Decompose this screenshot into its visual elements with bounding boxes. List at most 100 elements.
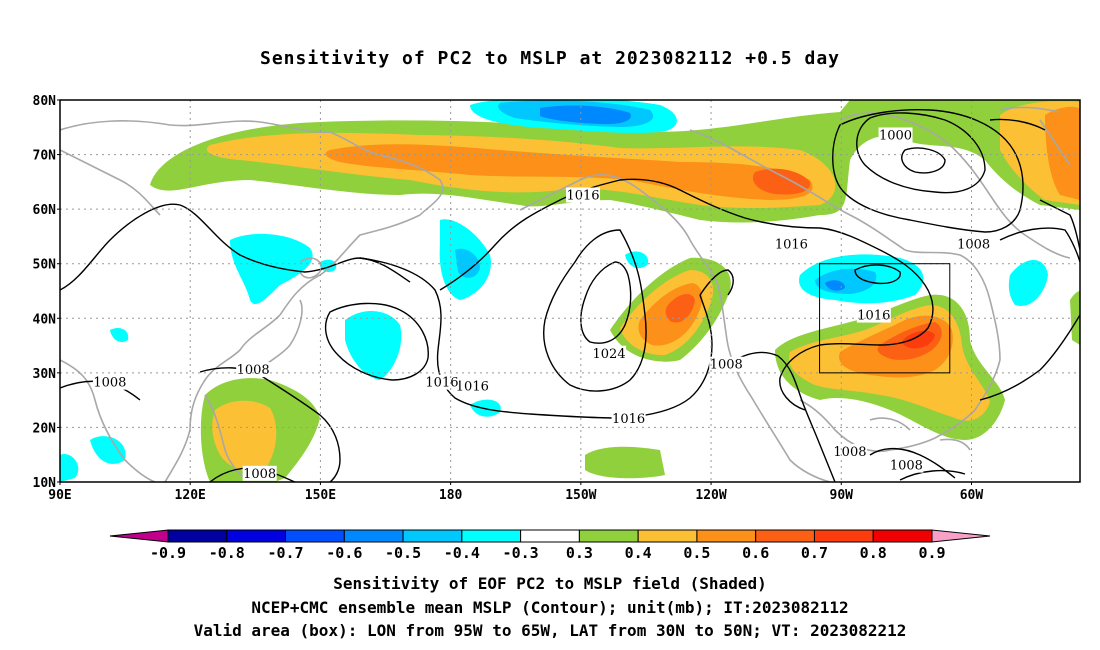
map-title: Sensitivity of PC2 to MSLP at 2023082112… bbox=[259, 48, 840, 69]
colorbar-label: -0.8 bbox=[209, 544, 245, 562]
colorbar-label: -0.9 bbox=[150, 544, 186, 562]
colorbar-label: 0.9 bbox=[918, 544, 945, 562]
contour-label-bg bbox=[92, 374, 127, 390]
shade-cyan-siberia bbox=[230, 233, 313, 305]
contour-label: 1008 bbox=[957, 238, 990, 253]
shade-darkorange-arctic-band bbox=[752, 168, 811, 195]
contour-label: 1008 bbox=[237, 363, 270, 378]
contour-label: 1016 bbox=[566, 189, 599, 204]
shade-cyan-kuril bbox=[345, 310, 402, 380]
shade-yellow-philippine-sea bbox=[212, 400, 277, 472]
shade-cyan-small-4 bbox=[60, 454, 79, 482]
lat-tick-label: 70N bbox=[33, 149, 57, 164]
colorbar-swatch bbox=[520, 529, 580, 543]
colorbar-swatch bbox=[637, 529, 698, 543]
contour-label: 1016 bbox=[425, 376, 458, 391]
shade-cyan-small-1 bbox=[110, 328, 129, 342]
colorbar-high-end bbox=[931, 529, 991, 543]
contour-high-inner bbox=[580, 261, 632, 344]
caption-line-2: NCEP+CMC ensemble mean MSLP (Contour); u… bbox=[251, 598, 849, 617]
lat-tick-label: 30N bbox=[33, 367, 57, 382]
contour-1008-east bbox=[999, 227, 1080, 263]
contour-labels: 1016101610001008102410081016101610161016… bbox=[92, 127, 991, 482]
contour-label-bg bbox=[592, 345, 627, 361]
colorbar-swatch bbox=[696, 529, 757, 543]
colorbar-label: 0.8 bbox=[860, 544, 887, 562]
contour-label-bg bbox=[455, 378, 490, 394]
colorbar-label: -0.5 bbox=[385, 544, 421, 562]
colorbar-low-end bbox=[109, 529, 169, 543]
lat-tick-label: 40N bbox=[33, 312, 57, 327]
lon-tick-label: 120E bbox=[175, 488, 206, 503]
contour-1016-west bbox=[60, 203, 411, 291]
lon-tick-label: 90E bbox=[48, 488, 71, 503]
contour-label: 1008 bbox=[710, 358, 743, 373]
colorbar-swatch bbox=[813, 529, 874, 543]
longitude-labels: 90E 120E 150E 180 150W 120W 90W 60W bbox=[48, 482, 983, 503]
contour-arctic-low-2 bbox=[989, 118, 1046, 131]
colorbar: -0.9 -0.8 -0.7 -0.6 -0.5 -0.4 -0.3 0.3 0.4 0.5 0.6… bbox=[109, 529, 991, 562]
contour-great-lakes-low bbox=[854, 264, 901, 285]
colorbar-label: 0.3 bbox=[566, 544, 593, 562]
caption-line-1: Sensitivity of EOF PC2 to MSLP field (Sh… bbox=[333, 574, 767, 593]
valid-area-box bbox=[819, 263, 951, 374]
contour-label-bg bbox=[236, 362, 271, 378]
colorbar-label: 0.6 bbox=[742, 544, 769, 562]
plot-frame bbox=[59, 99, 1081, 483]
contour-label: 1000 bbox=[879, 128, 912, 143]
colorbar-swatch bbox=[167, 529, 228, 543]
contour-1008-atlantic bbox=[979, 314, 1080, 401]
colorbar-swatch bbox=[343, 529, 404, 543]
valid-area-rectangle bbox=[819, 263, 951, 374]
contour-low-inner bbox=[901, 147, 946, 174]
lon-tick-label: 120W bbox=[695, 488, 726, 503]
contour-label-bg bbox=[856, 307, 891, 323]
contour-label: 1016 bbox=[456, 380, 489, 395]
lat-tick-label: 10N bbox=[33, 476, 57, 491]
lon-tick-label: 150E bbox=[305, 488, 336, 503]
colorbar-label: -0.4 bbox=[444, 544, 480, 562]
shade-orange-arctic-band bbox=[325, 144, 813, 200]
colorbar-label: -0.6 bbox=[326, 544, 362, 562]
contour-1016-pacific bbox=[359, 257, 713, 419]
colorbar-swatch bbox=[461, 529, 522, 543]
contour-1000-low bbox=[856, 112, 986, 194]
contour-label-bg bbox=[242, 465, 277, 481]
contour-label-bg bbox=[424, 374, 459, 390]
contour-label: 1008 bbox=[93, 376, 126, 391]
sensitivity-shading bbox=[60, 100, 1080, 482]
contour-1008-gulf bbox=[734, 351, 836, 482]
colorbar-label: -0.3 bbox=[503, 544, 539, 562]
contour-label: 1016 bbox=[612, 412, 645, 427]
colorbar-label: 0.7 bbox=[801, 544, 828, 562]
lat-tick-label: 50N bbox=[33, 258, 57, 273]
contour-label-bg bbox=[774, 236, 809, 252]
lon-tick-label: 180 bbox=[439, 488, 463, 503]
colorbar-swatch bbox=[285, 529, 345, 543]
colorbar-label: 0.5 bbox=[683, 544, 710, 562]
contour-1024-high bbox=[543, 229, 647, 392]
lat-tick-label: 80N bbox=[33, 94, 57, 109]
contour-label-bg bbox=[566, 187, 601, 203]
shade-darkorange-ne-pacific bbox=[665, 293, 695, 323]
contour-label: 1016 bbox=[775, 238, 808, 253]
shade-cyan-atlantic bbox=[1008, 260, 1048, 306]
colorbar-swatch bbox=[755, 529, 815, 543]
shade-lightblue-aleutian bbox=[455, 248, 480, 278]
lon-tick-label: 90W bbox=[830, 488, 854, 503]
colorbar-label: -0.7 bbox=[267, 544, 303, 562]
colorbar-swatch bbox=[872, 529, 933, 543]
contour-1008-east-pacific bbox=[699, 269, 734, 296]
contour-kuril-high bbox=[324, 302, 429, 381]
coastlines bbox=[60, 106, 1071, 482]
contour-label-bg bbox=[611, 411, 646, 427]
colorbar-label: 0.4 bbox=[625, 544, 652, 562]
colorbar-swatch bbox=[578, 529, 639, 543]
caption-line-3: Valid area (box): LON from 95W to 65W, L… bbox=[193, 621, 907, 640]
lon-tick-label: 60W bbox=[960, 488, 984, 503]
contour-1008-arctic bbox=[832, 108, 1024, 233]
colorbar-swatch bbox=[402, 529, 463, 543]
contour-label-bg bbox=[878, 127, 913, 143]
graticule bbox=[60, 100, 1080, 482]
